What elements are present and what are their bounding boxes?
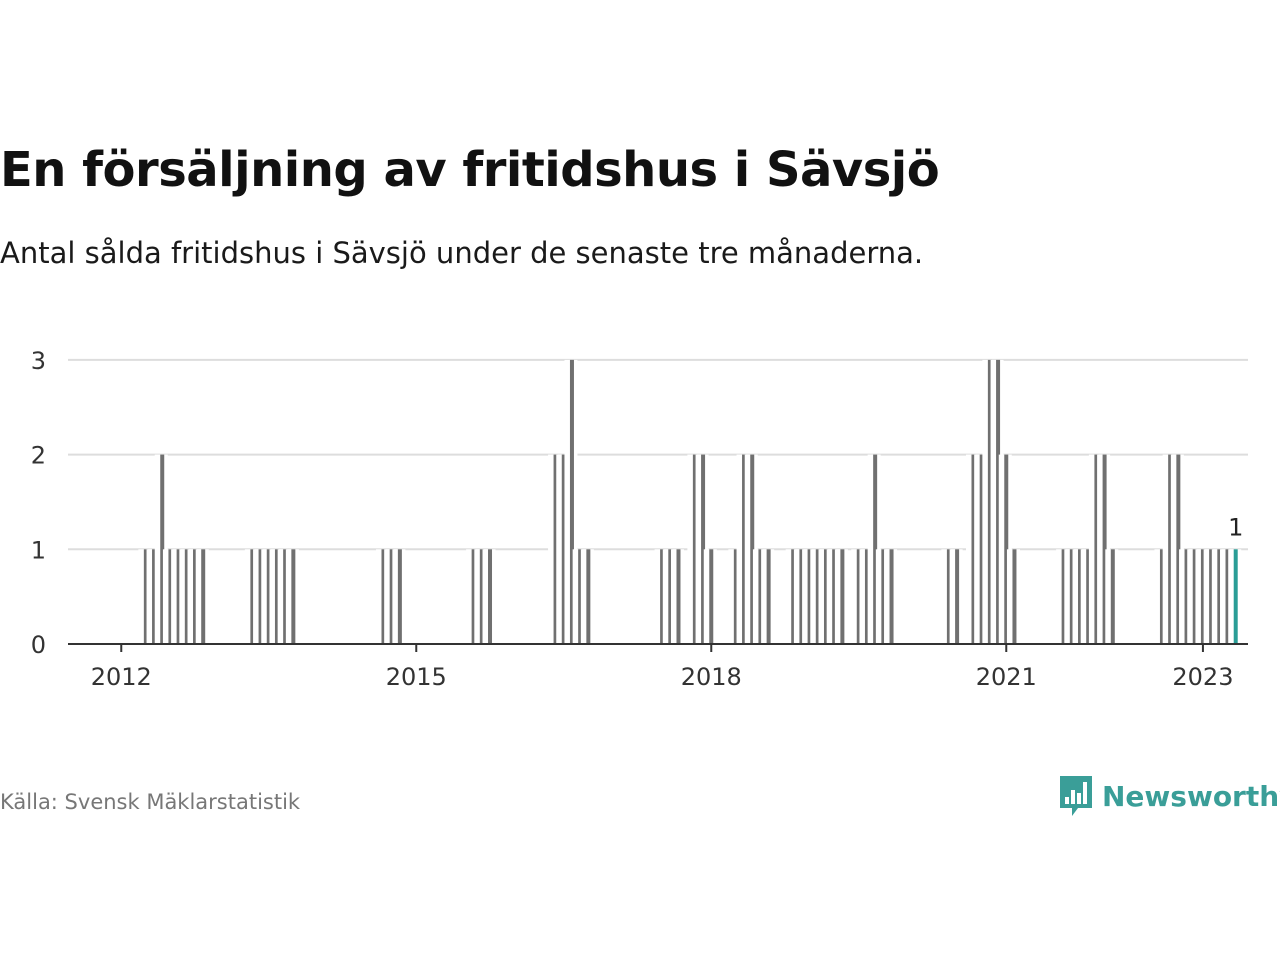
bar: [987, 359, 992, 644]
newsworthy-logo: Newsworthy: [1058, 773, 1280, 819]
source-note: Källa: Svensk Mäklarstatistik: [0, 790, 301, 814]
bar: [692, 454, 697, 644]
chart-title: En försäljning av fritidshus i Sävsjö: [0, 142, 940, 198]
bar: [1110, 549, 1115, 644]
bar: [766, 549, 771, 644]
bar: [864, 549, 869, 644]
bars: [138, 359, 1242, 644]
bar: [709, 549, 714, 644]
bar: [660, 549, 665, 644]
bar: [471, 549, 476, 644]
y-tick-label: 2: [31, 442, 46, 470]
bar: [979, 454, 984, 644]
x-tick-label: 2015: [386, 663, 447, 691]
bar: [488, 549, 493, 644]
bar: [1184, 549, 1189, 644]
bar: [1200, 549, 1205, 644]
bar: [586, 549, 591, 644]
y-tick-label: 0: [31, 631, 46, 659]
x-tick-label: 2023: [1172, 663, 1233, 691]
bar: [1168, 454, 1173, 644]
bar: [799, 549, 804, 644]
bar: [807, 549, 812, 644]
y-tick-label: 1: [31, 536, 46, 564]
x-tick-label: 2012: [91, 663, 152, 691]
bar: [1102, 454, 1107, 644]
bar: [168, 549, 173, 644]
chart-subtitle: Antal sålda fritidshus i Sävsjö under de…: [0, 236, 924, 270]
x-axis-labels: 2012 2015 2018 2021 2023: [91, 644, 1233, 691]
bar: [1012, 549, 1017, 644]
bar: [193, 549, 198, 644]
bar: [201, 549, 206, 644]
bar: [266, 549, 271, 644]
bar: [184, 549, 189, 644]
bar: [856, 549, 861, 644]
bar: [1209, 549, 1214, 644]
bar: [143, 549, 148, 644]
bar: [815, 549, 820, 644]
bar: [1061, 549, 1066, 644]
bar: [578, 549, 583, 644]
y-tick-label: 3: [31, 347, 46, 375]
x-tick-label: 2021: [976, 663, 1037, 691]
bar: [889, 549, 894, 644]
bar: [840, 549, 845, 644]
bar: [1192, 549, 1197, 644]
bar: [946, 549, 951, 644]
bar: [1069, 549, 1074, 644]
bar: [291, 549, 296, 644]
bar: [996, 359, 1001, 644]
bar: [160, 454, 165, 644]
bar: [758, 549, 763, 644]
bar: [1159, 549, 1164, 644]
bar: [873, 454, 878, 644]
bar: [881, 549, 886, 644]
bar: [791, 549, 796, 644]
bar: [750, 454, 755, 644]
bar: [823, 549, 828, 644]
bar: [389, 549, 394, 644]
bar: [258, 549, 263, 644]
highlight-value-label: 1: [1228, 513, 1243, 541]
bar-chart: 0 1 2 3 2012 2015 2018 2021 2023 1: [31, 347, 1248, 691]
bar: [742, 454, 747, 644]
y-axis-labels: 0 1 2 3: [31, 347, 46, 659]
bar: [569, 359, 574, 644]
bar: [553, 454, 558, 644]
bar: [479, 549, 484, 644]
bar: [701, 454, 706, 644]
gridlines: [68, 358, 1248, 551]
bar: [1176, 454, 1181, 644]
bar: [676, 549, 681, 644]
brand-name: Newsworthy: [1102, 779, 1280, 813]
bar: [1004, 454, 1009, 644]
bar: [832, 549, 837, 644]
bar: [1217, 549, 1222, 644]
bar: [250, 549, 255, 644]
bar: [1086, 549, 1091, 644]
bar: [1225, 549, 1230, 644]
bar: [1078, 549, 1083, 644]
bar: [176, 549, 181, 644]
bar: [152, 549, 157, 644]
bar: [733, 549, 738, 644]
bar: [1094, 454, 1099, 644]
bar: [561, 454, 566, 644]
bar: [971, 454, 976, 644]
bar: [1233, 549, 1238, 644]
bar: [397, 549, 402, 644]
x-tick-label: 2018: [681, 663, 742, 691]
newsworthy-chart-bubble-icon: [1060, 776, 1092, 816]
bar: [274, 549, 279, 644]
bar: [668, 549, 673, 644]
bar: [283, 549, 288, 644]
bar: [381, 549, 386, 644]
bar: [955, 549, 960, 644]
